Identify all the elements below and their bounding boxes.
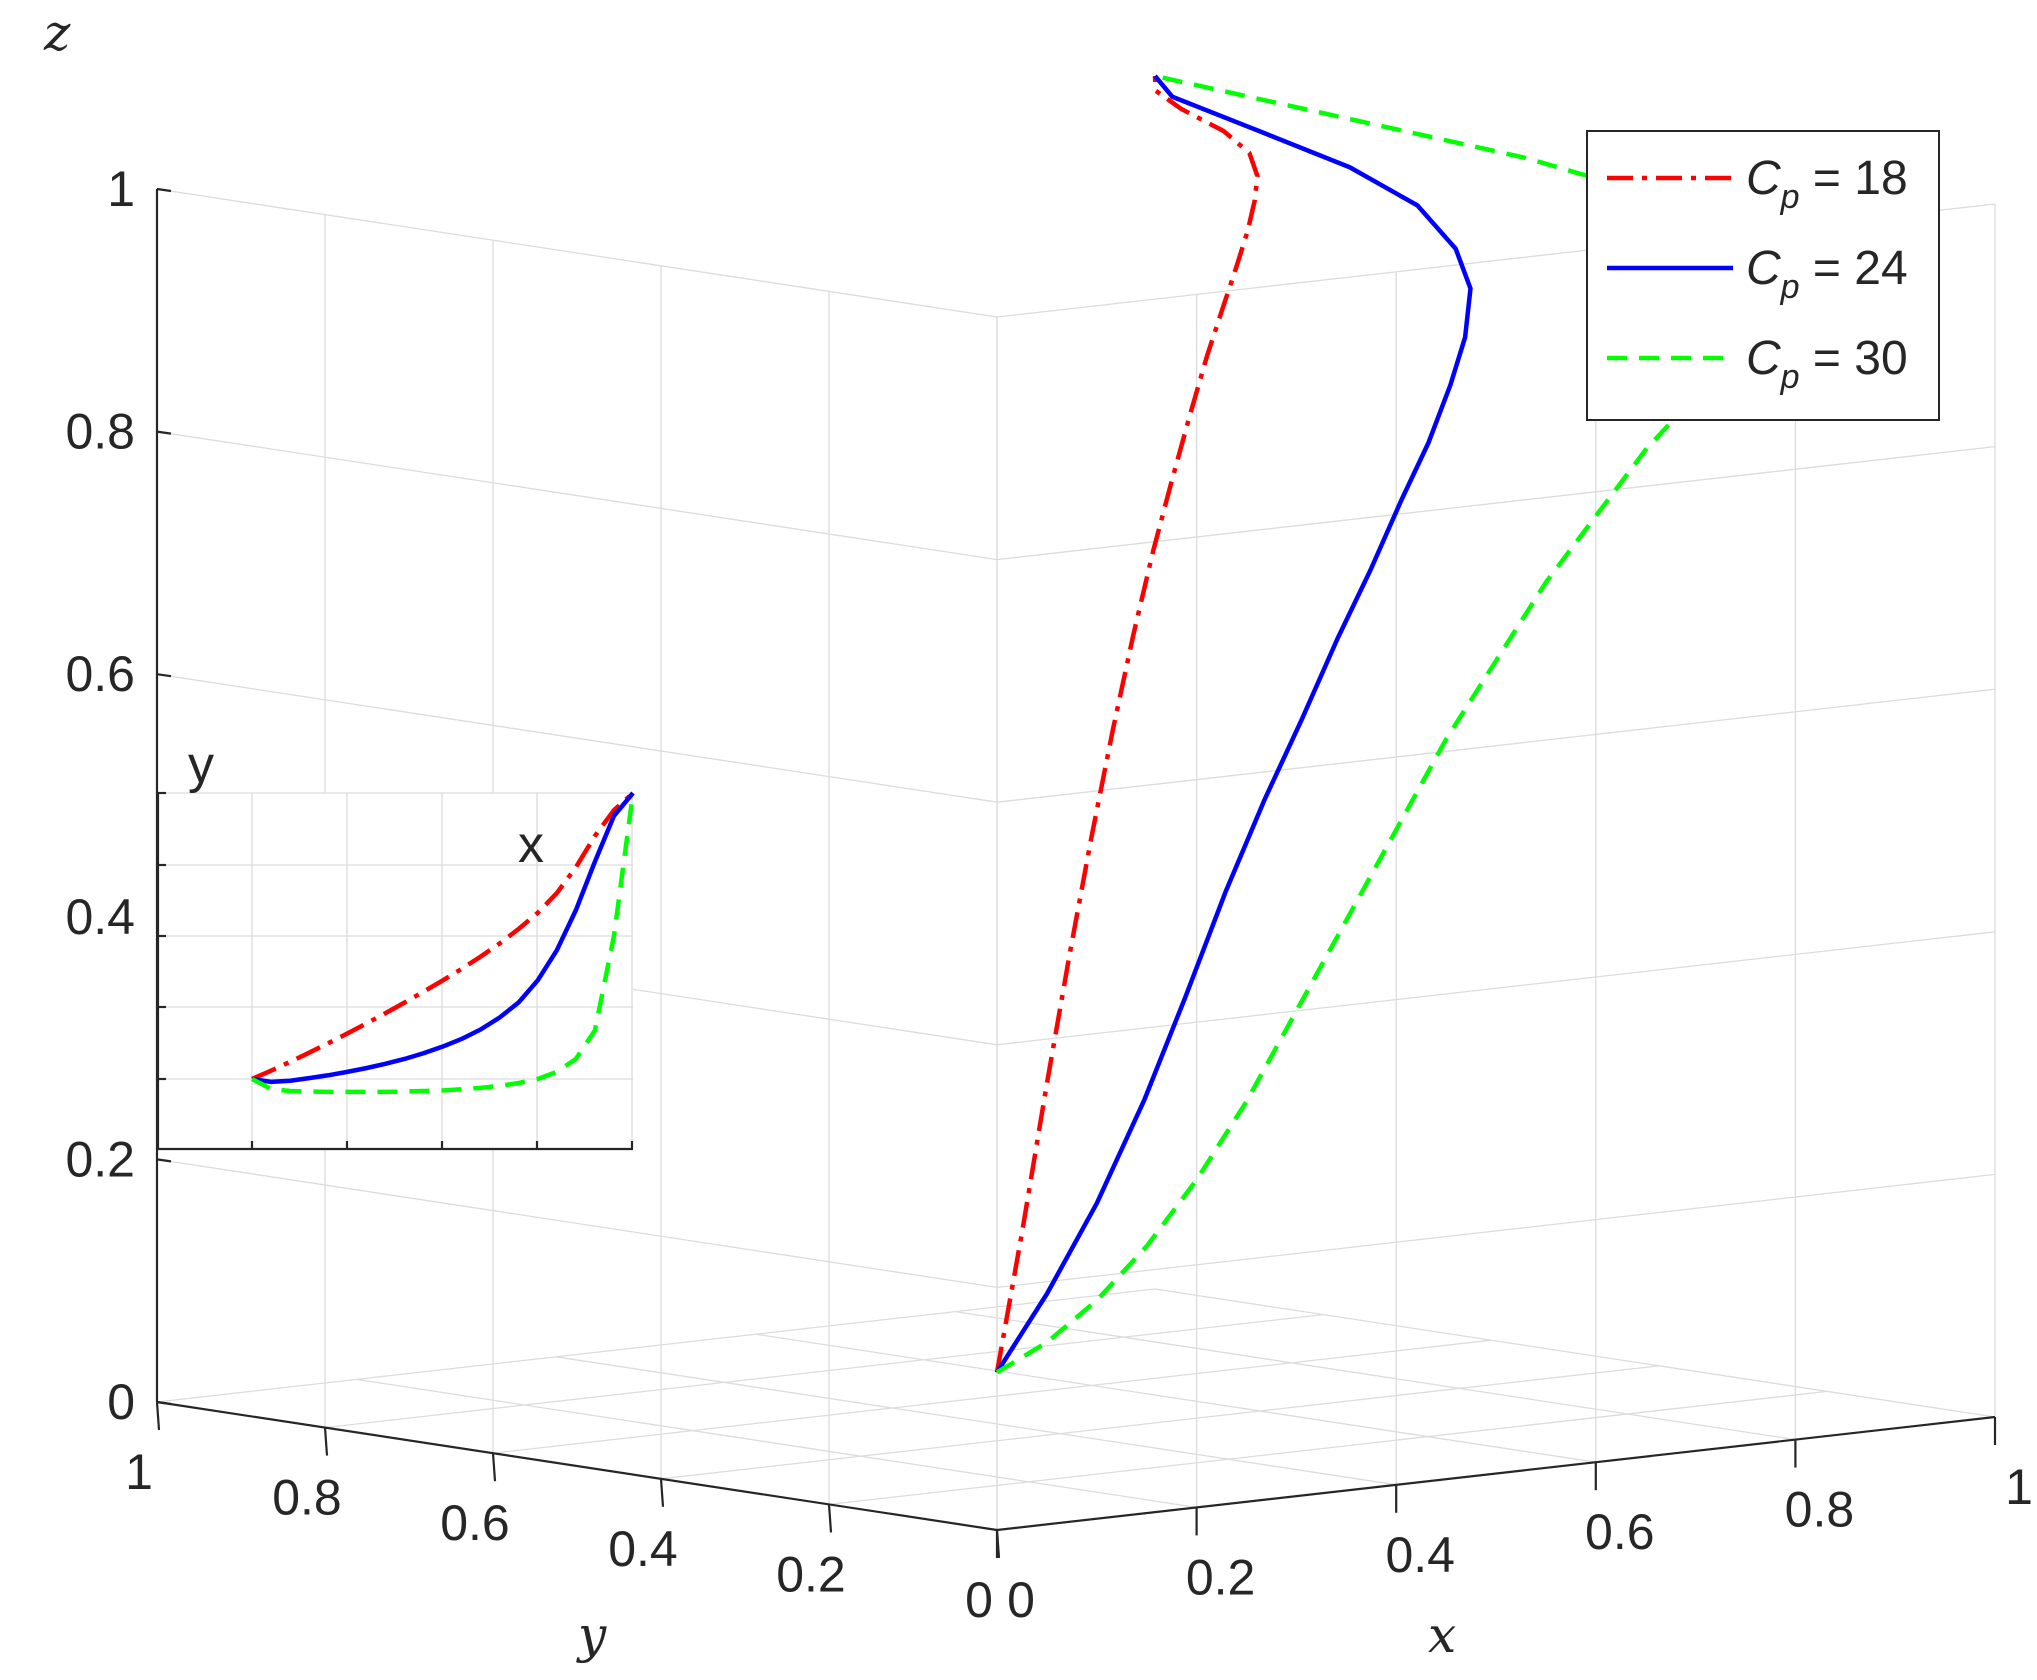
y-tick	[491, 1453, 497, 1482]
inset-axes	[156, 791, 634, 1151]
z-tick-label: 0.8	[65, 404, 135, 460]
x-tick-label: 0	[1007, 1572, 1035, 1628]
legend-label-base: C	[1746, 152, 1781, 205]
y-axis-line	[156, 1400, 998, 1532]
grid-line	[156, 1288, 1156, 1403]
z-tick	[156, 673, 172, 678]
grid-line	[156, 673, 998, 803]
grid-line	[156, 188, 998, 318]
y-tick	[659, 1478, 665, 1507]
inset-series-line	[251, 791, 635, 1082]
grid-line	[755, 1333, 1596, 1463]
z-tick-label: 0.6	[65, 646, 135, 702]
legend-label-value: = 30	[1800, 332, 1908, 385]
grid-line	[996, 445, 1996, 561]
grid-line	[1154, 1288, 1996, 1418]
y-tick	[155, 1401, 161, 1431]
legend-label-value: = 24	[1800, 242, 1908, 295]
legend-label: Cp = 24	[1746, 242, 1908, 306]
legend-label-base: C	[1746, 332, 1781, 385]
grid-line	[556, 1356, 1397, 1486]
grid-line	[660, 1365, 1660, 1480]
inset-y-label: y	[188, 736, 214, 794]
z-tick	[156, 1158, 172, 1163]
y-axis-label: y	[576, 1606, 607, 1664]
x-tick-label: 0.2	[1186, 1549, 1256, 1605]
y-tick	[827, 1504, 833, 1533]
x-axis-label: x	[1428, 1606, 1456, 1664]
grid-line	[156, 430, 998, 561]
y-tick-label: 1	[125, 1444, 153, 1500]
inset-x-label: x	[518, 816, 544, 874]
series-line	[994, 75, 1260, 1373]
series-line	[995, 74, 1473, 1374]
y-tick-label: 0.2	[776, 1546, 846, 1602]
y-tick-label: 0.8	[272, 1470, 342, 1526]
x-tick-label: 0.4	[1385, 1527, 1455, 1583]
grid-line	[492, 1339, 1492, 1454]
inset-background	[158, 793, 633, 1149]
z-tick	[156, 1400, 172, 1406]
legend-label-subscript: p	[1780, 178, 1800, 216]
inset-series-line	[251, 791, 635, 1085]
y-tick	[323, 1427, 329, 1456]
z-axis-label: z	[43, 4, 71, 62]
legend-label-base: C	[1746, 242, 1781, 295]
legend-label-subscript: p	[1780, 268, 1800, 306]
grid-line	[955, 1310, 1796, 1441]
y-tick-label: 0.6	[440, 1495, 510, 1551]
axes-layer: 0 0.2 0.4 0.6 0.8 1 0 0.2 0.4 0.6 0.8 1 0 0.2 0.4 0.6 0.…	[65, 161, 2032, 1628]
y-tick-label: 0.4	[608, 1521, 678, 1577]
x-tick-label: 0.6	[1585, 1504, 1655, 1560]
legend-label: Cp = 18	[1746, 152, 1908, 216]
z-tick-label: 0.4	[65, 889, 135, 945]
z-tick-label: 1	[107, 161, 135, 217]
legend-label-value: = 18	[1800, 152, 1908, 205]
z-tick	[156, 430, 172, 435]
z-tick-label: 0.2	[65, 1131, 135, 1187]
y-tick-label: 0	[965, 1572, 993, 1628]
grid-line	[356, 1378, 1197, 1509]
grid-line	[156, 1158, 998, 1289]
grid-line	[996, 688, 1996, 803]
grid-line	[828, 1390, 1828, 1506]
grid-line	[996, 931, 1996, 1046]
inset-plot: y x	[156, 736, 636, 1151]
grid-line	[996, 1173, 1996, 1289]
x-tick-label: 0.8	[1785, 1482, 1855, 1538]
inset-series-line	[250, 792, 636, 1095]
z-tick	[156, 187, 172, 193]
x-axis-line	[996, 1415, 1996, 1532]
inset-series	[250, 791, 636, 1095]
grid-line	[324, 1313, 1324, 1429]
x-tick-label: 1	[2005, 1459, 2033, 1515]
legend-label: Cp = 30	[1746, 332, 1908, 396]
z-tick-label: 0	[107, 1374, 135, 1430]
legend-label-subscript: p	[1780, 358, 1800, 396]
